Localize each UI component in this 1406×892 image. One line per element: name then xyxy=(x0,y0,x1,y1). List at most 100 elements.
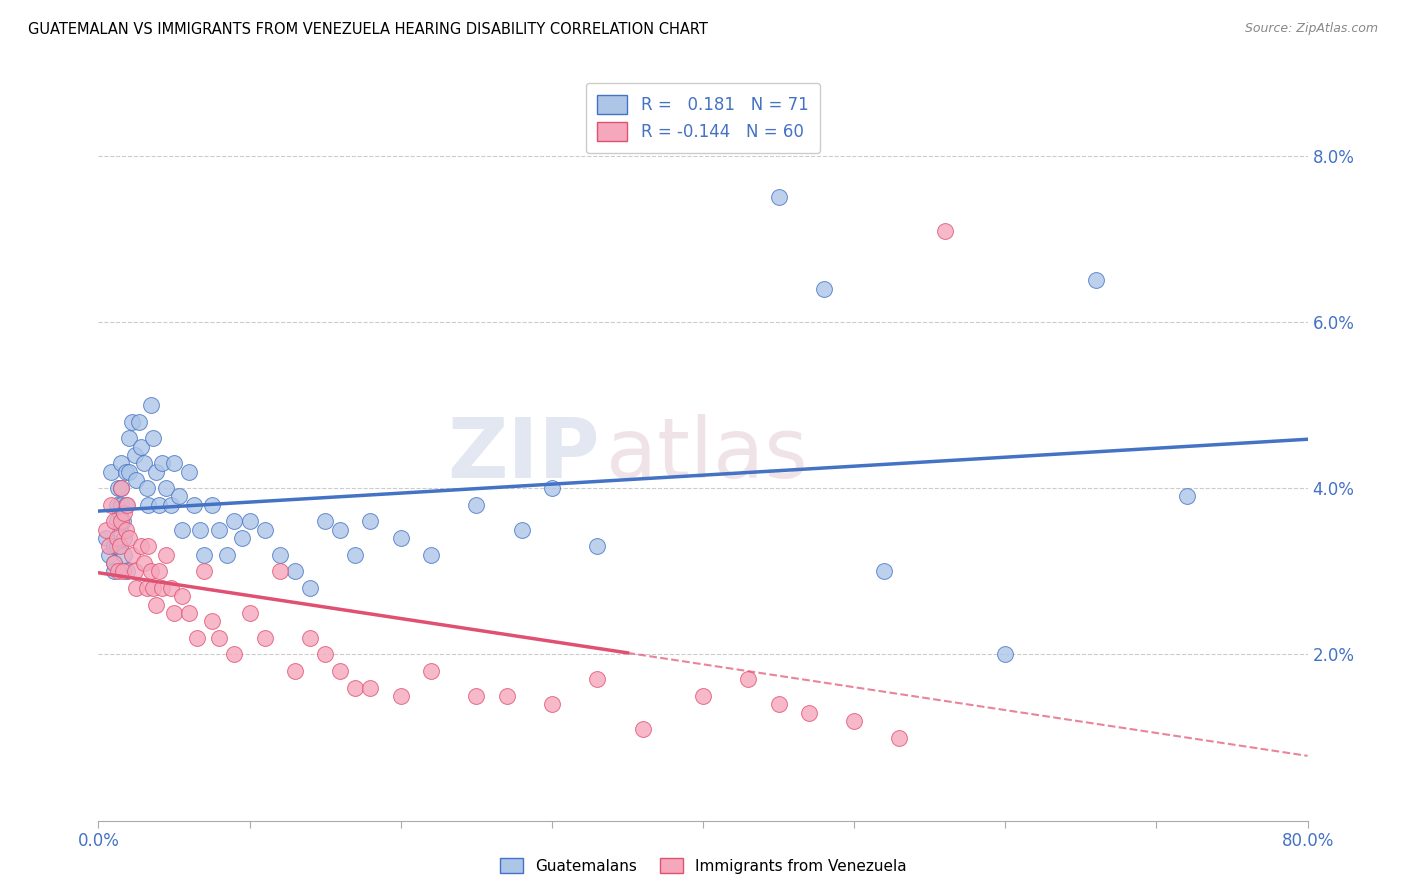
Point xyxy=(135,581,157,595)
Point xyxy=(179,465,201,479)
Point xyxy=(103,564,125,578)
Point xyxy=(163,606,186,620)
Point xyxy=(239,606,262,620)
Point xyxy=(150,456,173,470)
Point xyxy=(121,415,143,429)
Point xyxy=(145,465,167,479)
Point xyxy=(186,631,208,645)
Point xyxy=(108,523,131,537)
Point xyxy=(299,631,322,645)
Point xyxy=(103,515,125,529)
Point xyxy=(124,448,146,462)
Point xyxy=(111,564,134,578)
Point xyxy=(167,490,190,504)
Point xyxy=(193,564,215,578)
Point xyxy=(98,548,121,562)
Point xyxy=(135,481,157,495)
Point xyxy=(465,498,488,512)
Point xyxy=(299,581,322,595)
Point xyxy=(107,481,129,495)
Point xyxy=(98,539,121,553)
Point xyxy=(201,614,224,628)
Point xyxy=(115,564,138,578)
Point xyxy=(114,498,136,512)
Point xyxy=(129,539,152,553)
Point xyxy=(110,481,132,495)
Point xyxy=(1175,490,1198,504)
Point xyxy=(108,506,131,520)
Point xyxy=(269,564,291,578)
Text: ZIP: ZIP xyxy=(447,415,600,495)
Point xyxy=(103,556,125,570)
Point xyxy=(103,539,125,553)
Point xyxy=(179,606,201,620)
Point xyxy=(118,465,141,479)
Point xyxy=(132,556,155,570)
Point xyxy=(145,598,167,612)
Point xyxy=(813,282,835,296)
Point xyxy=(94,531,117,545)
Point xyxy=(224,648,246,662)
Point xyxy=(100,498,122,512)
Point xyxy=(631,723,654,737)
Point xyxy=(105,498,128,512)
Point xyxy=(495,689,517,703)
Point xyxy=(148,564,170,578)
Point xyxy=(215,548,238,562)
Point xyxy=(208,631,231,645)
Point xyxy=(136,498,159,512)
Point xyxy=(136,539,159,553)
Point xyxy=(188,523,211,537)
Point xyxy=(114,465,136,479)
Point xyxy=(112,506,135,520)
Point xyxy=(994,648,1017,662)
Point xyxy=(329,523,352,537)
Point xyxy=(142,431,165,445)
Point xyxy=(111,515,134,529)
Point xyxy=(844,714,866,728)
Point xyxy=(112,531,135,545)
Point xyxy=(118,431,141,445)
Point xyxy=(208,523,231,537)
Point xyxy=(155,548,177,562)
Point xyxy=(124,564,146,578)
Point xyxy=(125,581,148,595)
Point xyxy=(586,673,609,687)
Point xyxy=(934,223,956,237)
Legend: Guatemalans, Immigrants from Venezuela: Guatemalans, Immigrants from Venezuela xyxy=(494,852,912,880)
Point xyxy=(873,564,896,578)
Point xyxy=(768,190,790,204)
Point xyxy=(269,548,291,562)
Point xyxy=(141,398,163,412)
Point xyxy=(114,523,136,537)
Point xyxy=(183,498,205,512)
Point xyxy=(170,523,193,537)
Point xyxy=(253,523,276,537)
Point xyxy=(284,564,307,578)
Point xyxy=(121,548,143,562)
Point xyxy=(110,498,132,512)
Point xyxy=(112,548,135,562)
Point xyxy=(239,515,262,529)
Point xyxy=(115,498,138,512)
Point xyxy=(160,498,183,512)
Point xyxy=(148,498,170,512)
Legend: R =   0.181   N = 71, R = -0.144   N = 60: R = 0.181 N = 71, R = -0.144 N = 60 xyxy=(586,83,820,153)
Point xyxy=(170,589,193,603)
Point xyxy=(110,456,132,470)
Point xyxy=(284,664,307,678)
Point xyxy=(94,523,117,537)
Point xyxy=(540,698,562,712)
Point xyxy=(692,689,714,703)
Point xyxy=(142,581,165,595)
Point xyxy=(132,456,155,470)
Point xyxy=(163,456,186,470)
Text: atlas: atlas xyxy=(606,415,808,495)
Point xyxy=(797,706,820,720)
Point xyxy=(118,531,141,545)
Point xyxy=(103,556,125,570)
Point xyxy=(344,681,367,695)
Point xyxy=(141,564,163,578)
Point xyxy=(129,440,152,454)
Point xyxy=(586,539,609,553)
